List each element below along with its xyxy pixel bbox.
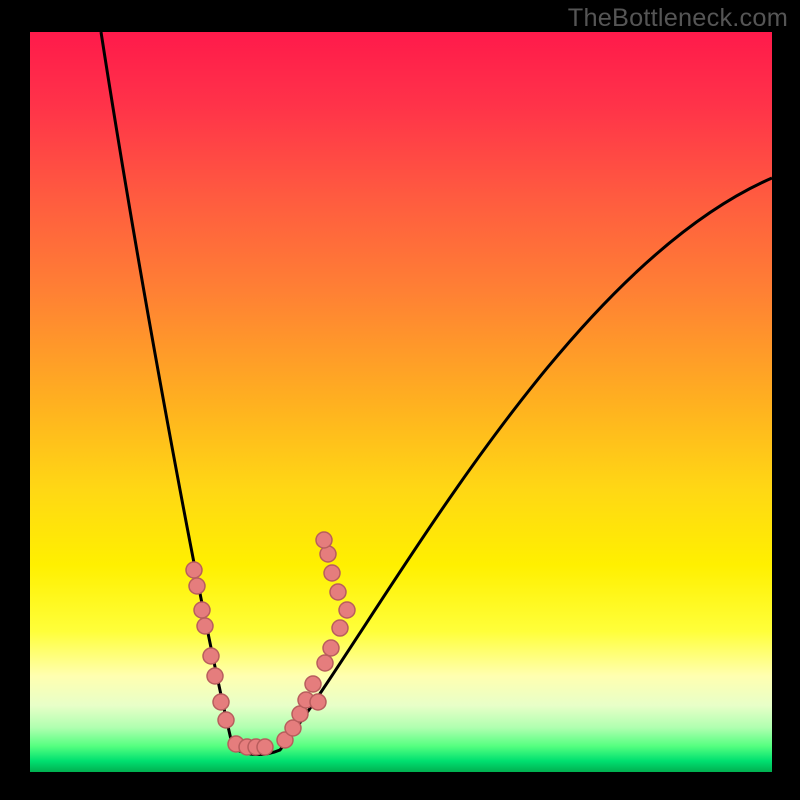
bottleneck-chart [0,0,800,800]
data-point [197,618,213,634]
data-point [207,668,223,684]
data-point [218,712,234,728]
watermark-text: TheBottleneck.com [568,4,788,33]
data-point [339,602,355,618]
data-point [317,655,333,671]
data-point [213,694,229,710]
data-point [305,676,321,692]
data-point [324,565,340,581]
data-point [186,562,202,578]
data-point [257,739,273,755]
chart-container: TheBottleneck.com [0,0,800,800]
data-point [332,620,348,636]
data-point [310,694,326,710]
plot-area [30,32,772,772]
data-point [194,602,210,618]
data-point [316,532,332,548]
data-point [323,640,339,656]
data-point [203,648,219,664]
data-point [330,584,346,600]
data-point [189,578,205,594]
